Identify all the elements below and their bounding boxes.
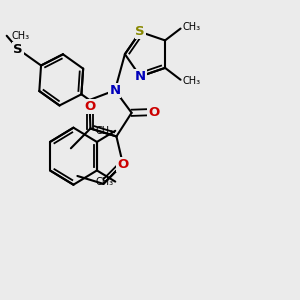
Text: O: O xyxy=(117,158,129,171)
Text: CH₃: CH₃ xyxy=(182,76,200,86)
Text: CH₃: CH₃ xyxy=(182,22,200,32)
Text: O: O xyxy=(85,100,96,113)
Text: N: N xyxy=(110,84,121,97)
Text: S: S xyxy=(14,43,23,56)
Text: CH₃: CH₃ xyxy=(11,31,29,41)
Text: O: O xyxy=(148,106,159,118)
Text: CH₃: CH₃ xyxy=(96,126,114,136)
Text: N: N xyxy=(135,70,146,83)
Text: S: S xyxy=(135,26,145,38)
Text: CH₃: CH₃ xyxy=(96,177,114,187)
